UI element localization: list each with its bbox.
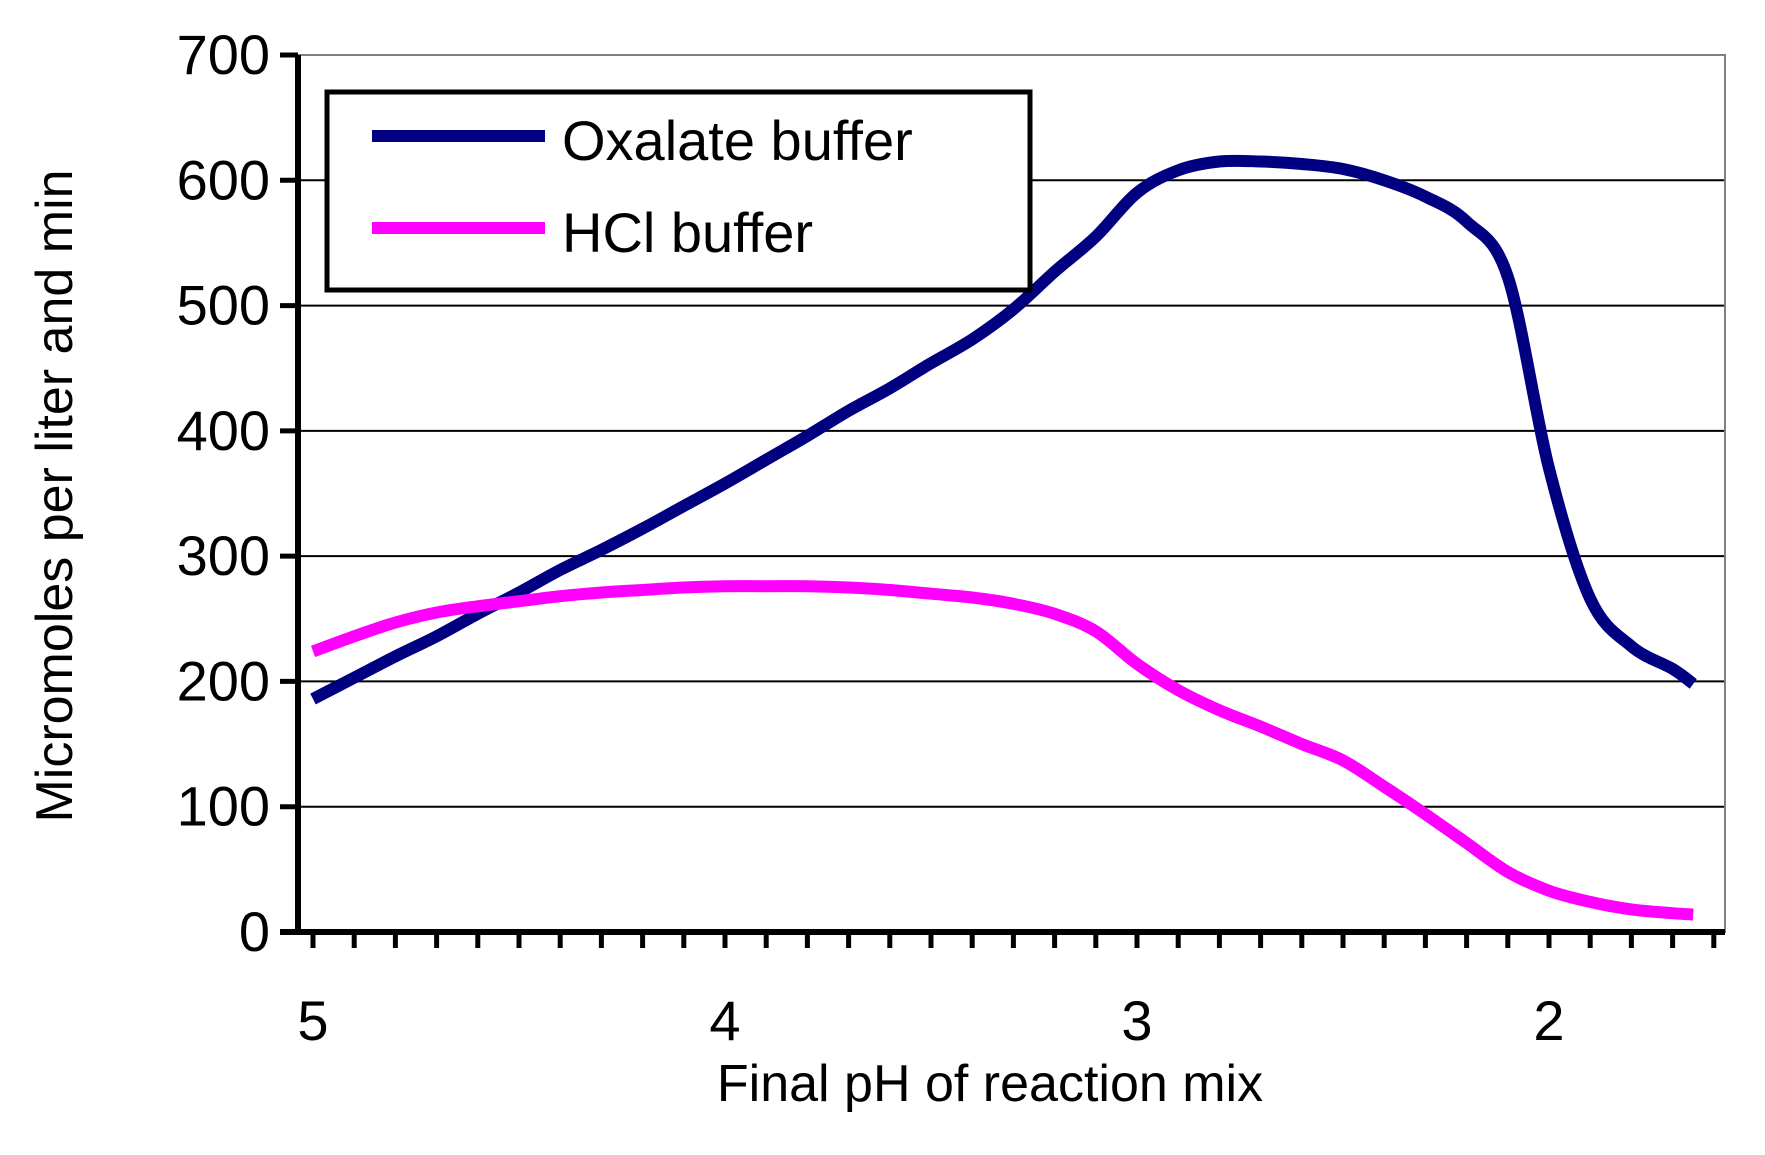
- y-tick-label-700: 700: [177, 23, 270, 86]
- y-axis-title: Micromoles per liter and min: [26, 169, 84, 822]
- legend-label-oxalate: Oxalate buffer: [562, 109, 913, 172]
- x-tick-label-2: 2: [1533, 989, 1564, 1052]
- x-tick-label-4: 4: [709, 989, 740, 1052]
- y-tick-label-600: 600: [177, 148, 270, 211]
- legend-label-hcl: HCl buffer: [562, 201, 813, 264]
- y-tick-label-300: 300: [177, 524, 270, 587]
- y-tick-label-100: 100: [177, 775, 270, 838]
- legend-box: [324, 89, 1033, 293]
- series-lines: [310, 154, 1697, 921]
- y-axis-ticks: 0 100 200 300 400 500 600 700: [177, 23, 298, 963]
- y-tick-label-200: 200: [177, 649, 270, 712]
- x-axis-title: Final pH of reaction mix: [717, 1055, 1263, 1113]
- x-axis-ticks: 5 4 3 2: [297, 932, 1717, 1052]
- series-line-hcl-buffer: [310, 580, 1694, 921]
- series-line-oxalate-buffer: [310, 154, 1697, 705]
- x-tick-label-5: 5: [297, 989, 328, 1052]
- y-tick-label-500: 500: [177, 274, 270, 337]
- y-tick-label-0: 0: [239, 900, 270, 963]
- y-tick-label-400: 400: [177, 399, 270, 462]
- legend: Oxalate buffer HCl buffer: [324, 89, 1033, 293]
- x-tick-label-3: 3: [1121, 989, 1152, 1052]
